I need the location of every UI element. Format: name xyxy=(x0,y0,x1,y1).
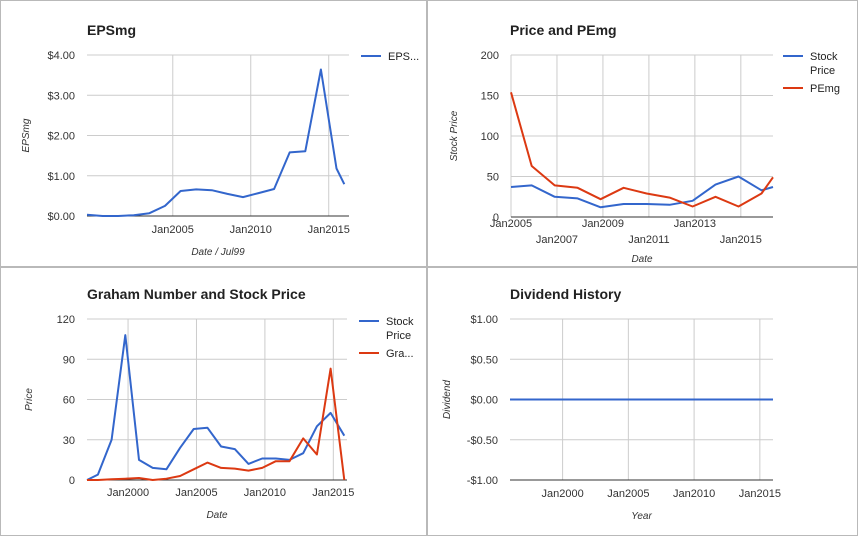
y-tick-label: 150 xyxy=(481,91,499,103)
x-axis-label: Year xyxy=(631,511,652,522)
chart-svg: Price and PEmg 0 50 100 150 200 Jan2005 Jan2007… xyxy=(449,22,840,265)
x-tick-label: Jan2005 xyxy=(490,218,532,230)
legend-label: Gra... xyxy=(386,348,414,360)
eps-chart-panel: EPSmg $0.00 $1.00 $2.00 $3.00 $4.00 Jan2005 Jan… xyxy=(0,0,427,267)
x-axis-label: Date xyxy=(631,254,653,265)
y-tick-label: $1.00 xyxy=(47,171,75,183)
x-tick-label: Jan2011 xyxy=(628,234,669,246)
x-tick-label: Jan2015 xyxy=(739,488,781,500)
y-tick-label: 100 xyxy=(481,131,499,143)
y-tick-label: 60 xyxy=(63,395,75,407)
y-tick-label: $3.00 xyxy=(47,90,75,102)
x-tick-label: Jan2005 xyxy=(152,224,194,236)
chart-svg: Dividend History -$1.00 -$0.50 $0.00 $0.50 $1… xyxy=(442,286,781,522)
y-axis-label: Dividend xyxy=(442,380,453,419)
chart-svg: Graham Number and Stock Price 0 30 60 90 120 J… xyxy=(24,286,414,521)
x-tick-label: Jan2010 xyxy=(230,224,272,236)
x-tick-label: Jan2005 xyxy=(175,487,217,499)
chart-title: Dividend History xyxy=(510,286,621,302)
x-axis-label: Date xyxy=(206,510,228,521)
y-axis-label: EPSmg xyxy=(21,118,32,152)
y-tick-label: 120 xyxy=(57,314,75,326)
y-tick-label: $0.00 xyxy=(47,211,75,223)
y-tick-label: 200 xyxy=(481,50,499,62)
y-tick-label: $0.00 xyxy=(470,395,498,407)
y-tick-label: 0 xyxy=(69,475,75,487)
y-tick-label: $2.00 xyxy=(47,131,75,143)
legend-label: PEmg xyxy=(810,83,840,95)
y-tick-label: 0 xyxy=(493,212,499,224)
y-axis-label: Price xyxy=(24,388,35,411)
series-line xyxy=(86,334,346,481)
chart-title: Graham Number and Stock Price xyxy=(87,286,306,302)
x-tick-label: Jan2015 xyxy=(720,234,762,246)
price-pe-chart-panel: Price and PEmg 0 50 100 150 200 Jan2005 Jan2007… xyxy=(427,0,858,267)
y-tick-label: 90 xyxy=(63,354,75,366)
x-tick-label: Jan2005 xyxy=(607,488,649,500)
y-tick-label: 30 xyxy=(63,435,75,447)
y-tick-label: 50 xyxy=(487,172,499,184)
x-tick-label: Jan2009 xyxy=(582,218,624,230)
y-tick-label: $1.00 xyxy=(470,314,498,326)
y-tick-label: -$0.50 xyxy=(467,435,498,447)
series-line xyxy=(86,68,346,217)
x-tick-label: Jan2015 xyxy=(312,487,354,499)
x-tick-label: Jan2010 xyxy=(673,488,715,500)
x-axis-label: Date / Jul99 xyxy=(191,247,245,258)
x-tick-label: Jan2000 xyxy=(541,488,583,500)
x-tick-label: Jan2010 xyxy=(244,487,286,499)
y-tick-label: $4.00 xyxy=(47,50,75,62)
legend-label: Stock Price xyxy=(386,316,414,342)
series-line xyxy=(510,92,774,208)
x-tick-label: Jan2013 xyxy=(674,218,716,230)
dividend-chart-panel: Dividend History -$1.00 -$0.50 $0.00 $0.50 $1… xyxy=(427,267,858,536)
series-line xyxy=(510,175,774,209)
chart-title: Price and PEmg xyxy=(510,22,617,38)
legend-label: Stock Price xyxy=(810,51,838,77)
legend-label: EPS... xyxy=(388,51,419,63)
y-tick-label: $0.50 xyxy=(470,354,498,366)
x-tick-label: Jan2000 xyxy=(107,487,149,499)
x-tick-label: Jan2015 xyxy=(308,224,350,236)
chart-svg: EPSmg $0.00 $1.00 $2.00 $3.00 $4.00 Jan2005 Jan… xyxy=(21,22,419,258)
y-tick-label: -$1.00 xyxy=(467,475,498,487)
chart-title: EPSmg xyxy=(87,22,136,38)
series-line xyxy=(87,367,346,481)
graham-chart-panel: Graham Number and Stock Price 0 30 60 90 120 J… xyxy=(0,267,427,536)
y-axis-label: Stock Price xyxy=(449,110,460,161)
x-tick-label: Jan2007 xyxy=(536,234,578,246)
